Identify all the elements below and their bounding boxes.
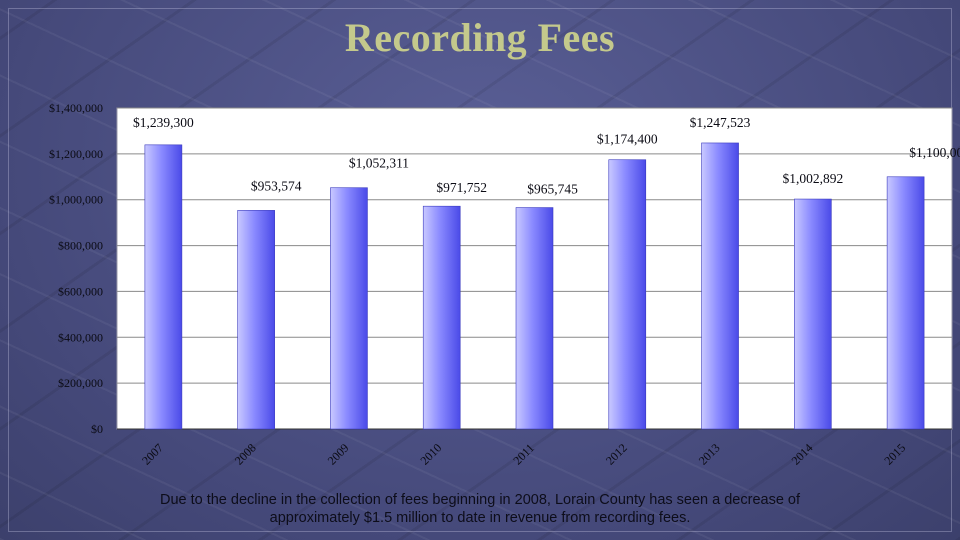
y-tick-label: $200,000 bbox=[58, 376, 103, 390]
data-label-2012: $1,174,400 bbox=[597, 132, 658, 147]
bar-2010 bbox=[422, 205, 461, 430]
y-tick-label: $800,000 bbox=[58, 239, 103, 253]
data-label-2009: $1,052,311 bbox=[349, 156, 409, 171]
y-tick-label: $1,200,000 bbox=[49, 147, 103, 161]
x-tick-label: 2011 bbox=[510, 441, 537, 468]
bar-2007 bbox=[144, 144, 183, 430]
y-tick-label: $1,000,000 bbox=[49, 193, 103, 207]
data-label-2015: $1,100,000 bbox=[909, 145, 960, 160]
slide-caption: Due to the decline in the collection of … bbox=[159, 492, 801, 526]
chart-title: Recording Fees bbox=[344, 15, 616, 60]
data-label-2013: $1,247,523 bbox=[690, 115, 751, 130]
bar-chart: $0 $200,000 $400,000 $600,000 $800,000 $1,000… bbox=[49, 101, 960, 468]
data-label-2011: $965,745 bbox=[527, 182, 578, 197]
x-tick-label: 2015 bbox=[881, 441, 908, 468]
x-tick-label: 2008 bbox=[232, 441, 259, 468]
x-tick-label: 2007 bbox=[139, 441, 166, 468]
bars bbox=[144, 142, 925, 430]
y-tick-label: $600,000 bbox=[58, 284, 103, 298]
bar-2014 bbox=[794, 198, 832, 430]
bar-2013 bbox=[701, 142, 739, 430]
x-tick-label: 2014 bbox=[789, 441, 816, 468]
bar-2009 bbox=[330, 187, 368, 430]
x-tick-label: 2013 bbox=[696, 441, 723, 468]
y-tick-label: $1,400,000 bbox=[49, 101, 103, 115]
y-axis-ticks: $0 $200,000 $400,000 $600,000 $800,000 $1,000… bbox=[49, 101, 103, 436]
x-tick-label: 2009 bbox=[325, 441, 352, 468]
bar-2015 bbox=[886, 176, 925, 430]
data-label-2008: $953,574 bbox=[251, 178, 302, 193]
bar-2012 bbox=[608, 159, 647, 430]
data-label-2010: $971,752 bbox=[436, 180, 487, 195]
y-tick-label: $400,000 bbox=[58, 330, 103, 344]
x-tick-label: 2010 bbox=[417, 441, 444, 468]
x-axis-ticks: 2007 2008 2009 2010 2011 2012 2013 2014 2015 bbox=[139, 441, 908, 468]
data-labels: $1,239,300 $953,574 $1,052,311 $971,752 $965… bbox=[133, 115, 960, 197]
y-tick-label: $0 bbox=[91, 422, 103, 436]
x-tick-label: 2012 bbox=[603, 441, 630, 468]
data-label-2014: $1,002,892 bbox=[782, 171, 843, 186]
bar-2008 bbox=[237, 210, 275, 430]
data-label-2007: $1,239,300 bbox=[133, 115, 194, 130]
bar-2011 bbox=[515, 207, 554, 430]
